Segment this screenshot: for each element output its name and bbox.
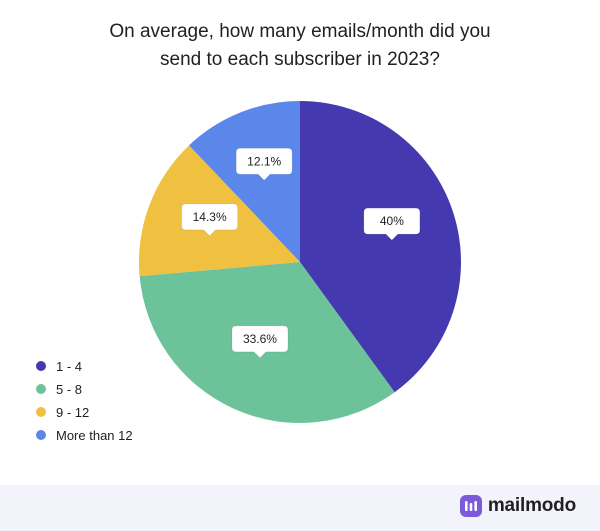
legend-item-9-12: 9 - 12 bbox=[36, 401, 133, 423]
data-label-text-5-8: 33.6% bbox=[243, 332, 277, 346]
pie-chart: 40% 33.6% 14.3% 12.1% bbox=[139, 101, 461, 423]
chart-title: On average, how many emails/month did yo… bbox=[0, 18, 600, 74]
legend: 1 - 4 5 - 8 9 - 12 More than 12 bbox=[36, 355, 133, 447]
brand: mailmodo bbox=[459, 495, 576, 517]
data-label-text-more-than-12: 12.1% bbox=[247, 154, 281, 168]
legend-label-1-4: 1 - 4 bbox=[56, 358, 83, 374]
footer-bar: mailmodo bbox=[0, 485, 600, 531]
legend-label-more-than-12: More than 12 bbox=[56, 427, 133, 443]
legend-swatch-1-4 bbox=[36, 361, 46, 371]
data-label-9-12: 14.3% bbox=[181, 203, 239, 237]
data-label-bubble-5-8 bbox=[231, 325, 289, 359]
pie-slice-1-4 bbox=[300, 101, 461, 393]
data-label-more-than-12: 12.1% bbox=[235, 147, 293, 182]
data-label-bubble-9-12 bbox=[181, 203, 239, 237]
data-label-1-4: 40% bbox=[363, 207, 421, 241]
data-label-bubble-more-than-12 bbox=[235, 147, 293, 182]
data-label-bubble-1-4 bbox=[363, 207, 421, 241]
pie-slice-more-than-12 bbox=[189, 101, 300, 262]
legend-swatch-5-8 bbox=[36, 384, 46, 394]
brand-name: mailmodo bbox=[487, 495, 576, 516]
data-label-text-9-12: 14.3% bbox=[193, 210, 227, 224]
legend-item-more-than-12: More than 12 bbox=[36, 424, 133, 446]
legend-item-1-4: 1 - 4 bbox=[36, 355, 133, 377]
legend-swatch-9-12 bbox=[36, 407, 46, 417]
legend-swatch-more-than-12 bbox=[36, 430, 46, 440]
legend-label-5-8: 5 - 8 bbox=[56, 381, 83, 397]
chart-title-line-2: send to each subscriber in 2023? bbox=[160, 49, 440, 70]
legend-label-9-12: 9 - 12 bbox=[56, 404, 90, 420]
data-label-text-1-4: 40% bbox=[380, 214, 404, 228]
legend-item-5-8: 5 - 8 bbox=[36, 378, 133, 400]
mailmodo-logo-icon bbox=[459, 495, 482, 517]
data-label-5-8: 33.6% bbox=[231, 325, 289, 359]
chart-title-line-1: On average, how many emails/month did yo… bbox=[109, 21, 491, 42]
